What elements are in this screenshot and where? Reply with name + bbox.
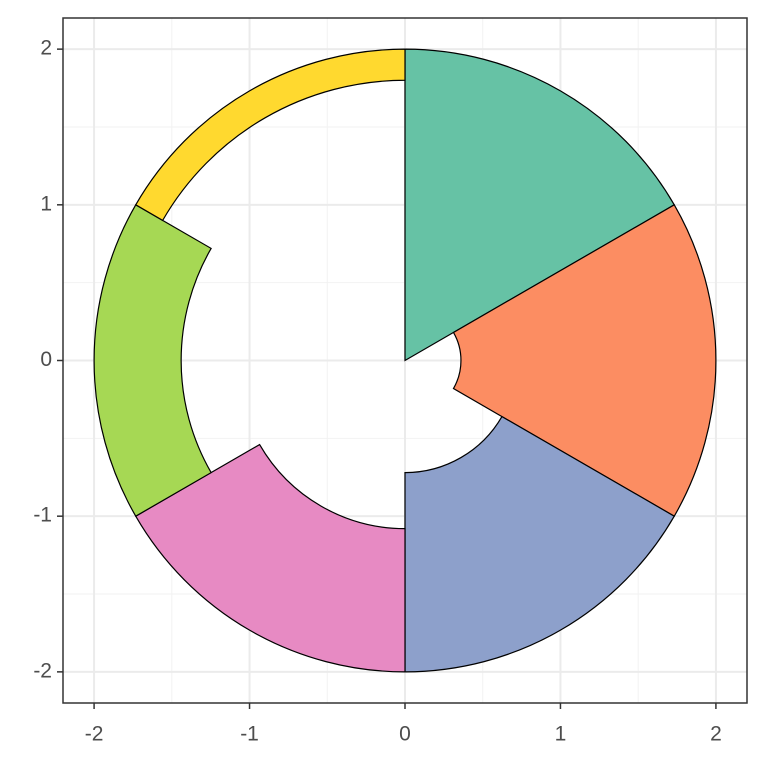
sector — [134, 48, 406, 222]
y-tick-label: -2 — [33, 659, 52, 682]
y-tick-label: 2 — [40, 37, 52, 60]
x-tick-label: 0 — [399, 723, 411, 746]
sector — [452, 203, 717, 518]
y-tick-label: -1 — [33, 504, 52, 527]
sector — [404, 415, 676, 673]
x-tick-label: -1 — [240, 723, 259, 746]
sector — [134, 443, 406, 673]
x-tick-label: -2 — [85, 723, 104, 746]
y-tick-label: 1 — [40, 192, 52, 215]
x-tick-label: 1 — [555, 723, 567, 746]
y-tick-label: 0 — [40, 348, 52, 371]
plot-border — [62, 17, 748, 704]
x-tick-label: 2 — [710, 723, 722, 746]
sector — [404, 48, 676, 362]
